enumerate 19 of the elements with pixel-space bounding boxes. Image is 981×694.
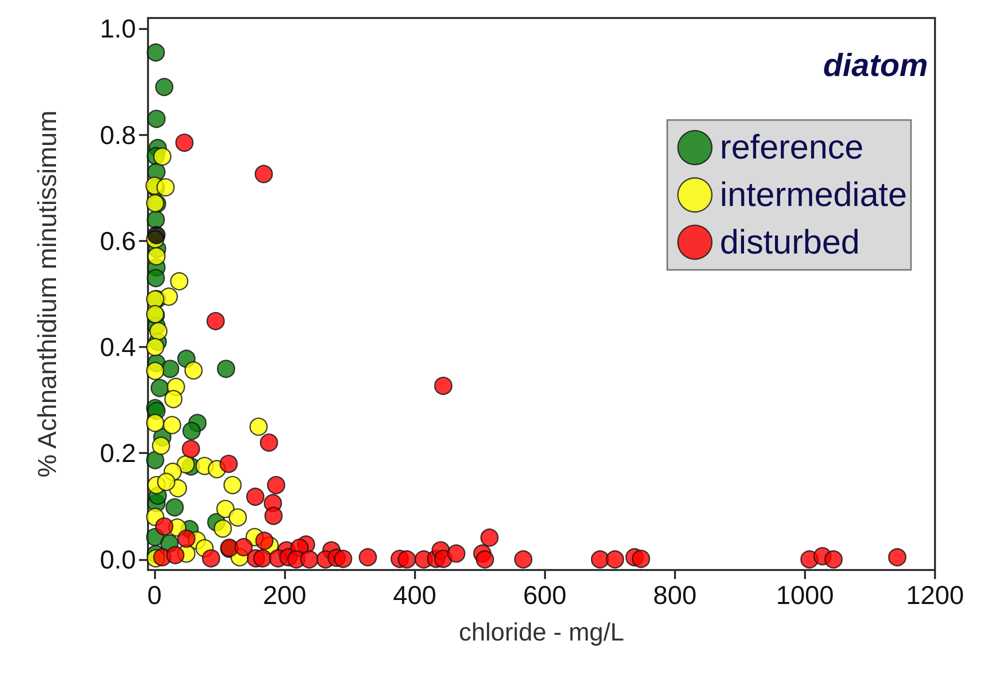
- legend-label: disturbed: [720, 223, 860, 262]
- y-tick-label: 0.2: [100, 438, 136, 468]
- x-tick-label: 0: [147, 580, 162, 610]
- x-tick-label: 600: [523, 580, 566, 610]
- x-tick-label: 400: [392, 580, 436, 610]
- x-tick-label: 200: [262, 580, 306, 610]
- y-tick-label: 0.8: [100, 120, 136, 150]
- y-tick-label: 0.4: [100, 332, 136, 362]
- text: diatom: [823, 47, 928, 83]
- legend-label: reference: [720, 128, 864, 167]
- y-axis-title: % Achnanthidium minutissimum: [32, 110, 62, 478]
- x-tick-label: 800: [653, 580, 697, 610]
- legend-label: intermediate: [720, 176, 908, 214]
- x-tick-label: 1200: [906, 580, 964, 610]
- y-tick-label: 0.0: [100, 544, 136, 574]
- x-tick-label: 1000: [776, 580, 834, 610]
- y-tick-label: 0.6: [100, 226, 136, 256]
- x-axis-title: chloride - mg/L: [458, 618, 624, 646]
- y-tick-label: 1.0: [100, 14, 136, 44]
